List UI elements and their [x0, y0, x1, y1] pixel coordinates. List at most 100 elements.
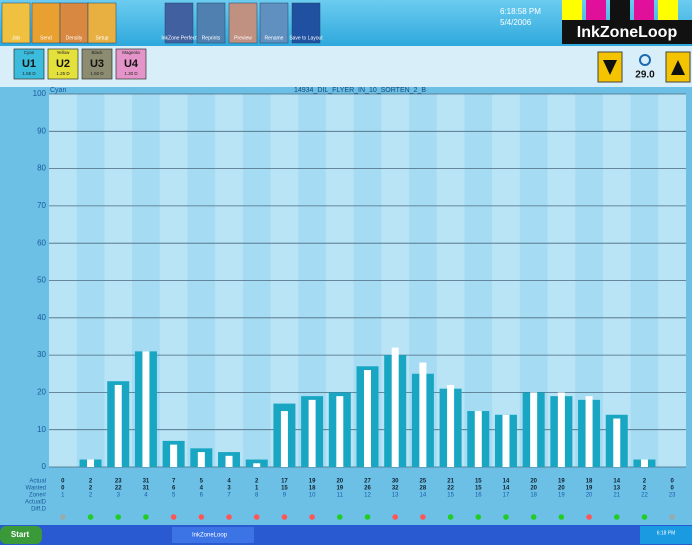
row-value: 0	[670, 486, 674, 492]
y-tick-label: 100	[33, 89, 47, 98]
row-label: Actual	[29, 479, 46, 485]
row-value: 2	[89, 479, 93, 485]
x-tick-label: 9	[283, 493, 287, 499]
unit-button[interactable]	[47, 48, 79, 80]
toolbar-button[interactable]	[228, 2, 258, 44]
swatch	[562, 0, 582, 20]
row-value: 18	[586, 479, 593, 485]
row-value: 6	[172, 486, 176, 492]
tray-time: 6:18 PM	[657, 530, 676, 536]
toolbar-button-label: InkZone Perfect	[161, 35, 197, 41]
toolbar-button-label: Save to Layout	[289, 35, 323, 41]
row-value: 18	[309, 486, 316, 492]
toolbar-button[interactable]	[1, 2, 31, 44]
tray	[640, 526, 692, 544]
start-button[interactable]	[0, 526, 42, 544]
bar	[502, 414, 510, 467]
y-tick-label: 60	[37, 238, 46, 247]
unit-button[interactable]	[115, 48, 147, 80]
row-value: 20	[530, 479, 537, 485]
x-tick-label: 10	[309, 493, 316, 499]
row-value: 4	[227, 479, 231, 485]
zone-status	[447, 514, 454, 520]
swatch	[610, 0, 630, 20]
x-tick-label: 11	[337, 493, 344, 499]
row-value: 2	[255, 479, 259, 485]
bar	[336, 396, 344, 467]
zone-status	[364, 514, 371, 520]
x-tick-label: 17	[503, 493, 510, 499]
x-tick-label: 6	[200, 493, 204, 499]
x-tick-label: 18	[530, 493, 537, 499]
bar	[87, 459, 95, 467]
x-tick-label: 5	[172, 493, 176, 499]
zone-status	[392, 514, 398, 520]
row-value: 19	[309, 479, 316, 485]
zone-status	[558, 514, 565, 520]
bar	[197, 452, 205, 467]
x-tick-label: 15	[447, 493, 454, 499]
zone-status	[586, 514, 592, 520]
row-value: 19	[558, 479, 565, 485]
row-label: ActualD	[25, 500, 47, 506]
toolbar-button[interactable]	[31, 2, 61, 44]
zone-status	[87, 514, 94, 520]
toolbar-button[interactable]	[259, 2, 289, 44]
row-value: 15	[475, 479, 482, 485]
bar	[419, 362, 427, 467]
row-value: 19	[586, 486, 593, 492]
zone-status	[60, 514, 66, 520]
zone-status	[143, 514, 149, 520]
y-tick-label: 20	[37, 388, 46, 397]
bar	[114, 384, 122, 467]
zoom-icon	[639, 54, 651, 66]
row-value: 30	[392, 479, 399, 485]
unit-name: Magenta	[122, 50, 140, 55]
row-value: 22	[447, 486, 454, 492]
unit-density: 1.25 D	[56, 71, 70, 76]
x-tick-label: 21	[613, 493, 620, 499]
row-value: 3	[227, 486, 231, 492]
bar	[640, 459, 648, 467]
x-tick-label: 13	[392, 493, 399, 499]
y-tick-label: 90	[37, 126, 46, 135]
row-label: Wanted	[26, 486, 46, 492]
toolbar-button[interactable]	[87, 2, 117, 44]
zone-status	[641, 514, 648, 520]
x-tick-label: 22	[641, 493, 648, 499]
ink-label: Cyan	[50, 87, 66, 94]
unit-id: U2	[56, 58, 70, 70]
row-value: 2	[89, 486, 93, 492]
row-value: 31	[143, 486, 150, 492]
x-tick-label: 8	[255, 493, 259, 499]
row-label: Zone#	[29, 493, 47, 499]
bar	[585, 396, 593, 467]
unit-id: U1	[22, 58, 36, 70]
taskbar	[0, 525, 692, 545]
clock-time: 6:18:58 PM	[500, 7, 541, 16]
row-value: 20	[558, 486, 565, 492]
up-arrow	[671, 60, 685, 75]
bar	[557, 392, 565, 467]
task-label: InkZoneLoop	[192, 533, 228, 539]
unit-id: U3	[90, 58, 104, 70]
toolbar-button[interactable]	[164, 2, 194, 44]
row-value: 14	[503, 486, 510, 492]
row-value: 13	[613, 486, 620, 492]
row-value: 4	[200, 486, 204, 492]
toolbar-button[interactable]	[291, 2, 321, 44]
bar	[613, 418, 621, 467]
unit-button[interactable]	[13, 48, 45, 80]
toolbar-button[interactable]	[196, 2, 226, 44]
toolbar-button-label: Density	[66, 35, 83, 41]
y-tick-label: 50	[37, 276, 46, 285]
y-tick-label: 80	[37, 164, 46, 173]
zone-status	[420, 514, 426, 520]
row-value: 22	[115, 486, 122, 492]
toolbar-button[interactable]	[59, 2, 89, 44]
unit-button[interactable]	[81, 48, 113, 80]
row-value: 14	[613, 479, 620, 485]
task-button[interactable]	[172, 527, 254, 543]
y-tick-label: 70	[37, 201, 46, 210]
zone-status	[170, 514, 177, 520]
